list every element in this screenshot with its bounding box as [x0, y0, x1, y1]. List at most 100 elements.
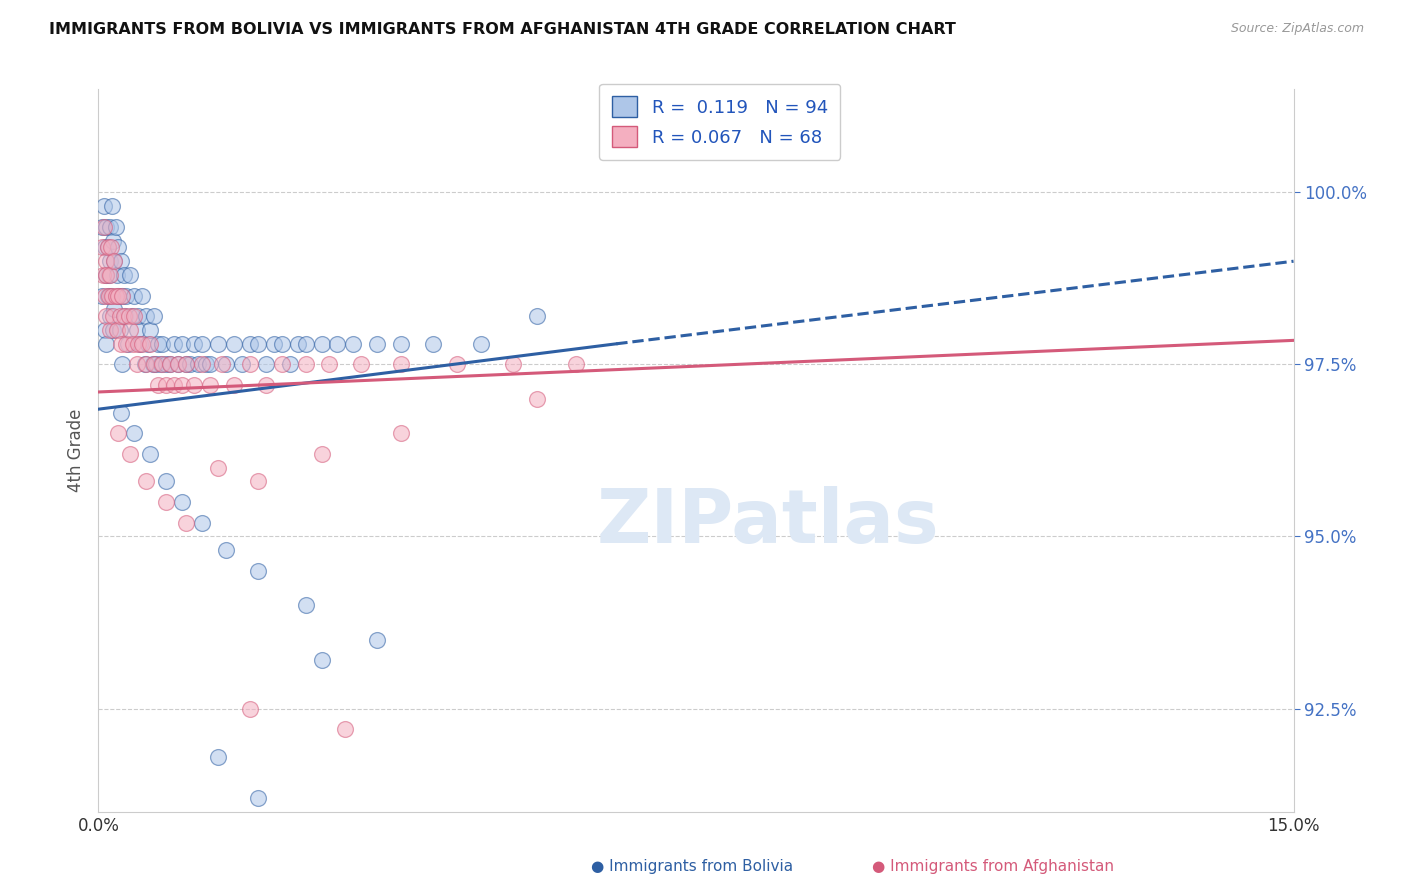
Point	[124, 288, 146, 302]
Point	[187, 358, 209, 372]
Point	[246, 791, 269, 805]
Point	[131, 336, 153, 351]
Point	[118, 310, 141, 324]
Point	[211, 358, 233, 372]
Point	[120, 323, 142, 337]
Point	[139, 336, 162, 351]
Point	[191, 516, 214, 530]
Point	[121, 336, 143, 351]
Point	[198, 378, 221, 392]
Point	[107, 288, 129, 302]
Point	[191, 358, 214, 372]
Point	[94, 323, 117, 337]
Point	[131, 288, 153, 302]
Point	[155, 378, 177, 392]
Point	[470, 336, 492, 351]
Point	[143, 310, 166, 324]
Point	[120, 268, 142, 282]
Point	[254, 378, 277, 392]
Point	[108, 323, 131, 337]
Point	[111, 358, 134, 372]
Point	[150, 358, 173, 372]
Point	[342, 336, 364, 351]
Point	[104, 288, 127, 302]
Point	[215, 358, 238, 372]
Point	[112, 310, 135, 324]
Point	[207, 460, 229, 475]
Point	[222, 378, 245, 392]
Point	[128, 336, 150, 351]
Point	[105, 268, 128, 282]
Point	[174, 358, 197, 372]
Point	[278, 358, 301, 372]
Point	[139, 323, 162, 337]
Point	[172, 378, 194, 392]
Point	[100, 288, 122, 302]
Point	[263, 336, 285, 351]
Point	[172, 495, 194, 509]
Legend: R =  0.119   N = 94, R = 0.067   N = 68: R = 0.119 N = 94, R = 0.067 N = 68	[599, 84, 841, 160]
Point	[93, 219, 115, 234]
Point	[98, 310, 122, 324]
Point	[107, 288, 129, 302]
Point	[127, 336, 149, 351]
Point	[103, 254, 125, 268]
Point	[270, 358, 292, 372]
Y-axis label: 4th Grade: 4th Grade	[66, 409, 84, 492]
Point	[136, 336, 159, 351]
Point	[98, 268, 122, 282]
Point	[91, 219, 114, 234]
Point	[389, 336, 412, 351]
Point	[101, 288, 124, 302]
Point	[135, 310, 157, 324]
Point	[183, 378, 205, 392]
Point	[135, 475, 157, 489]
Point	[389, 358, 412, 372]
Point	[98, 219, 121, 234]
Point	[335, 722, 357, 736]
Point	[111, 288, 134, 302]
Point	[163, 378, 186, 392]
Point	[389, 426, 412, 441]
Point	[239, 358, 262, 372]
Point	[155, 358, 177, 372]
Point	[526, 392, 548, 406]
Point	[183, 336, 205, 351]
Point	[120, 447, 142, 461]
Point	[98, 323, 121, 337]
Point	[326, 336, 349, 351]
Point	[150, 336, 173, 351]
Point	[294, 358, 316, 372]
Point	[148, 378, 170, 392]
Point	[163, 336, 186, 351]
Point	[239, 701, 262, 715]
Point	[155, 495, 177, 509]
Text: ZIPatlas: ZIPatlas	[596, 486, 939, 559]
Point	[93, 199, 115, 213]
Point	[107, 240, 129, 254]
Point	[294, 336, 316, 351]
Point	[366, 632, 388, 647]
Point	[115, 288, 138, 302]
Point	[96, 336, 118, 351]
Point	[94, 288, 117, 302]
Point	[167, 358, 190, 372]
Point	[101, 234, 124, 248]
Point	[110, 336, 132, 351]
Point	[318, 358, 340, 372]
Point	[104, 219, 127, 234]
Point	[121, 310, 143, 324]
Text: IMMIGRANTS FROM BOLIVIA VS IMMIGRANTS FROM AFGHANISTAN 4TH GRADE CORRELATION CHA: IMMIGRANTS FROM BOLIVIA VS IMMIGRANTS FR…	[49, 22, 956, 37]
Point	[107, 426, 129, 441]
Point	[207, 749, 229, 764]
Point	[94, 240, 117, 254]
Point	[149, 358, 172, 372]
Text: Source: ZipAtlas.com: Source: ZipAtlas.com	[1230, 22, 1364, 36]
Point	[115, 336, 138, 351]
Point	[91, 240, 114, 254]
Point	[134, 358, 156, 372]
Point	[127, 310, 149, 324]
Point	[191, 336, 214, 351]
Point	[311, 447, 333, 461]
Point	[124, 426, 146, 441]
